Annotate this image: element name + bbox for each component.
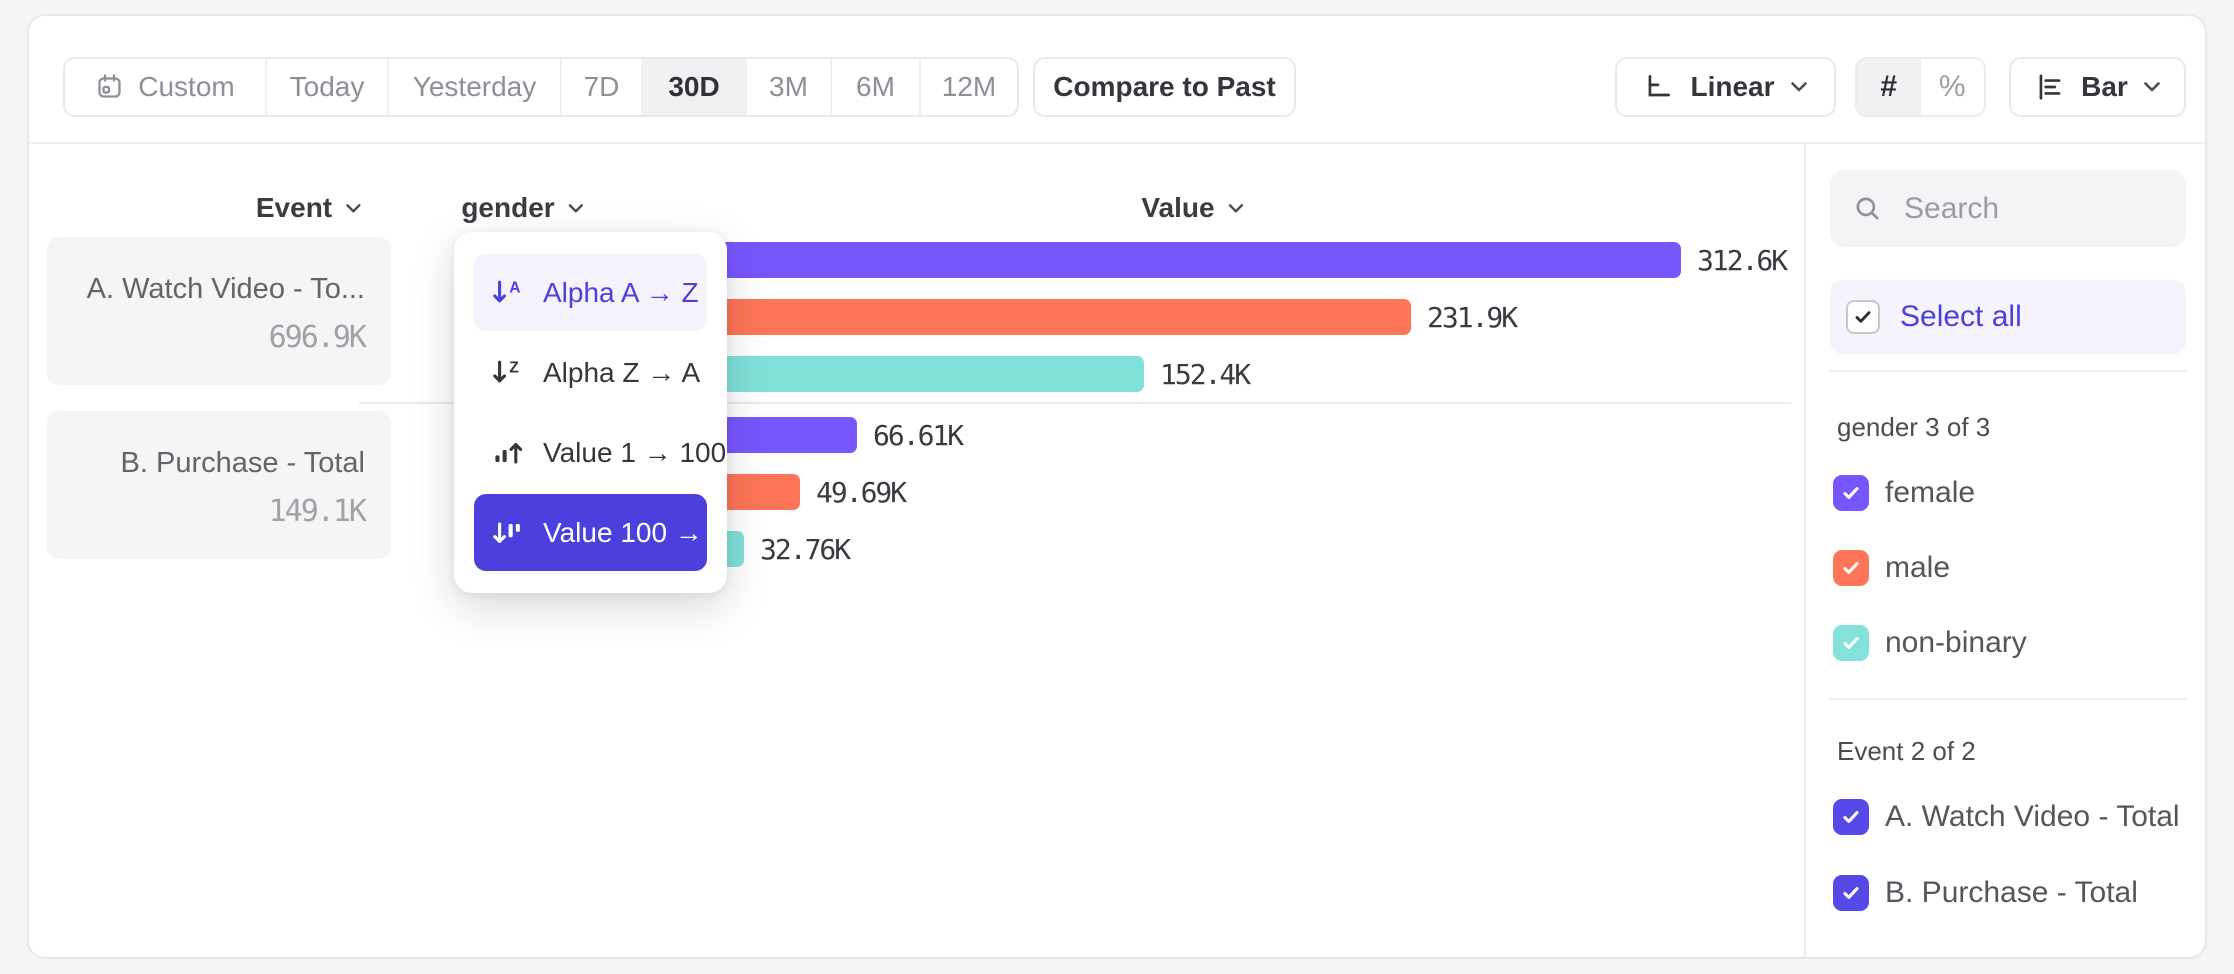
event-card-purchase[interactable]: B. Purchase - Total 149.1K: [47, 411, 391, 559]
chevron-down-icon: [1790, 81, 1808, 93]
event-name: A. Watch Video - To...: [86, 273, 365, 305]
sidebar-divider: [1804, 144, 1806, 957]
legend-search: [1830, 170, 2186, 247]
bar-male[interactable]: [634, 299, 1411, 335]
chevron-down-icon: [345, 203, 362, 214]
select-all-row[interactable]: Select all: [1830, 280, 2186, 354]
sidebar-section-divider: [1830, 698, 2186, 700]
event-card-watch-video[interactable]: A. Watch Video - To... 696.9K: [47, 237, 391, 385]
sort-value-asc-icon: [490, 435, 526, 471]
event-section-title: Event 2 of 2: [1837, 736, 1976, 766]
bar-group-watch-video: 312.6K 231.9K 152.4K: [634, 242, 1788, 392]
date-range-custom[interactable]: Custom: [65, 59, 267, 115]
calendar-icon: [95, 72, 125, 102]
value-column-header[interactable]: Value: [1141, 192, 1244, 224]
percent-toggle[interactable]: %: [1938, 70, 1966, 103]
date-range-label: Custom: [138, 71, 235, 102]
chevron-down-icon: [2143, 81, 2161, 93]
date-range-6m[interactable]: 6M: [832, 59, 921, 115]
bar-value-label: 32.76K: [760, 532, 851, 566]
chevron-down-icon: [1228, 203, 1245, 214]
date-range-30d[interactable]: 30D: [643, 59, 747, 115]
select-all-label: Select all: [1900, 300, 2022, 333]
date-range-12m[interactable]: 12M: [921, 59, 1017, 115]
svg-text:A: A: [509, 279, 520, 296]
sort-alpha-asc-icon: A: [490, 275, 526, 311]
date-range-3m[interactable]: 3M: [747, 59, 832, 115]
linear-axis-icon: [1643, 71, 1675, 103]
sort-alpha-desc-icon: Z: [490, 355, 526, 391]
event-total: 696.9K: [268, 320, 367, 355]
event-column-header[interactable]: Event: [256, 192, 362, 224]
bar-value-label: 152.4K: [1160, 357, 1251, 391]
legend-item-watch-video[interactable]: A. Watch Video - Total: [1833, 799, 2180, 835]
breakdown-column-header[interactable]: gender: [461, 192, 584, 224]
sort-dropdown-menu: A Alpha A → Z Z Alpha Z → A: [454, 232, 727, 593]
search-input[interactable]: [1902, 190, 2164, 227]
toolbar-divider: [29, 142, 2205, 144]
report-card: Custom Today Yesterday 7D 30D 3M 6M 12M …: [27, 14, 2207, 959]
svg-text:Z: Z: [509, 359, 519, 376]
bar-row: 152.4K: [634, 356, 1786, 392]
bar-row: 312.6K: [634, 242, 1788, 278]
checkbox-watch-video[interactable]: [1833, 799, 1869, 835]
bar-row: 231.9K: [634, 299, 1786, 335]
bar-female[interactable]: [634, 242, 1681, 278]
group-separator: [359, 402, 1791, 404]
legend-item-male[interactable]: male: [1833, 550, 1950, 586]
bar-value-label: 231.9K: [1427, 300, 1518, 334]
scale-dropdown[interactable]: Linear: [1615, 57, 1836, 117]
value-format-toggle: # %: [1855, 57, 1986, 117]
gender-section-title: gender 3 of 3: [1837, 412, 1991, 442]
compare-to-past-button[interactable]: Compare to Past: [1033, 57, 1296, 117]
bar-value-label: 66.61K: [873, 418, 964, 452]
chart-type-dropdown[interactable]: Bar: [2009, 57, 2186, 117]
sort-option-value-desc[interactable]: Value 100 → 1: [474, 494, 726, 571]
date-range-today[interactable]: Today: [267, 59, 389, 115]
checkbox-purchase[interactable]: [1833, 875, 1869, 911]
date-range-picker: Custom Today Yesterday 7D 30D 3M 6M 12M: [63, 57, 1019, 117]
sort-option-alpha-asc[interactable]: A Alpha A → Z: [474, 254, 707, 331]
event-name: B. Purchase - Total: [120, 447, 365, 479]
bar-value-label: 49.69K: [816, 475, 907, 509]
absolute-numbers-toggle[interactable]: #: [1857, 59, 1921, 115]
sidebar-section-divider: [1830, 370, 2186, 372]
sort-option-alpha-desc[interactable]: Z Alpha Z → A: [474, 334, 707, 411]
sort-option-value-asc[interactable]: Value 1 → 100: [474, 414, 726, 491]
bar-chart-icon: [2034, 71, 2066, 103]
select-all-checkbox[interactable]: [1846, 300, 1880, 334]
search-icon: [1852, 193, 1884, 225]
legend-item-purchase[interactable]: B. Purchase - Total: [1833, 875, 2138, 911]
checkbox-male[interactable]: [1833, 550, 1869, 586]
date-range-yesterday[interactable]: Yesterday: [389, 59, 562, 115]
event-total: 149.1K: [268, 494, 367, 529]
bar-value-label: 312.6K: [1697, 243, 1788, 277]
legend-item-female[interactable]: female: [1833, 475, 1975, 511]
date-range-7d[interactable]: 7D: [562, 59, 643, 115]
checkbox-non-binary[interactable]: [1833, 625, 1869, 661]
checkbox-female[interactable]: [1833, 475, 1869, 511]
chevron-down-icon: [568, 203, 585, 214]
sort-value-desc-icon: [490, 515, 526, 551]
legend-item-non-binary[interactable]: non-binary: [1833, 625, 2027, 661]
